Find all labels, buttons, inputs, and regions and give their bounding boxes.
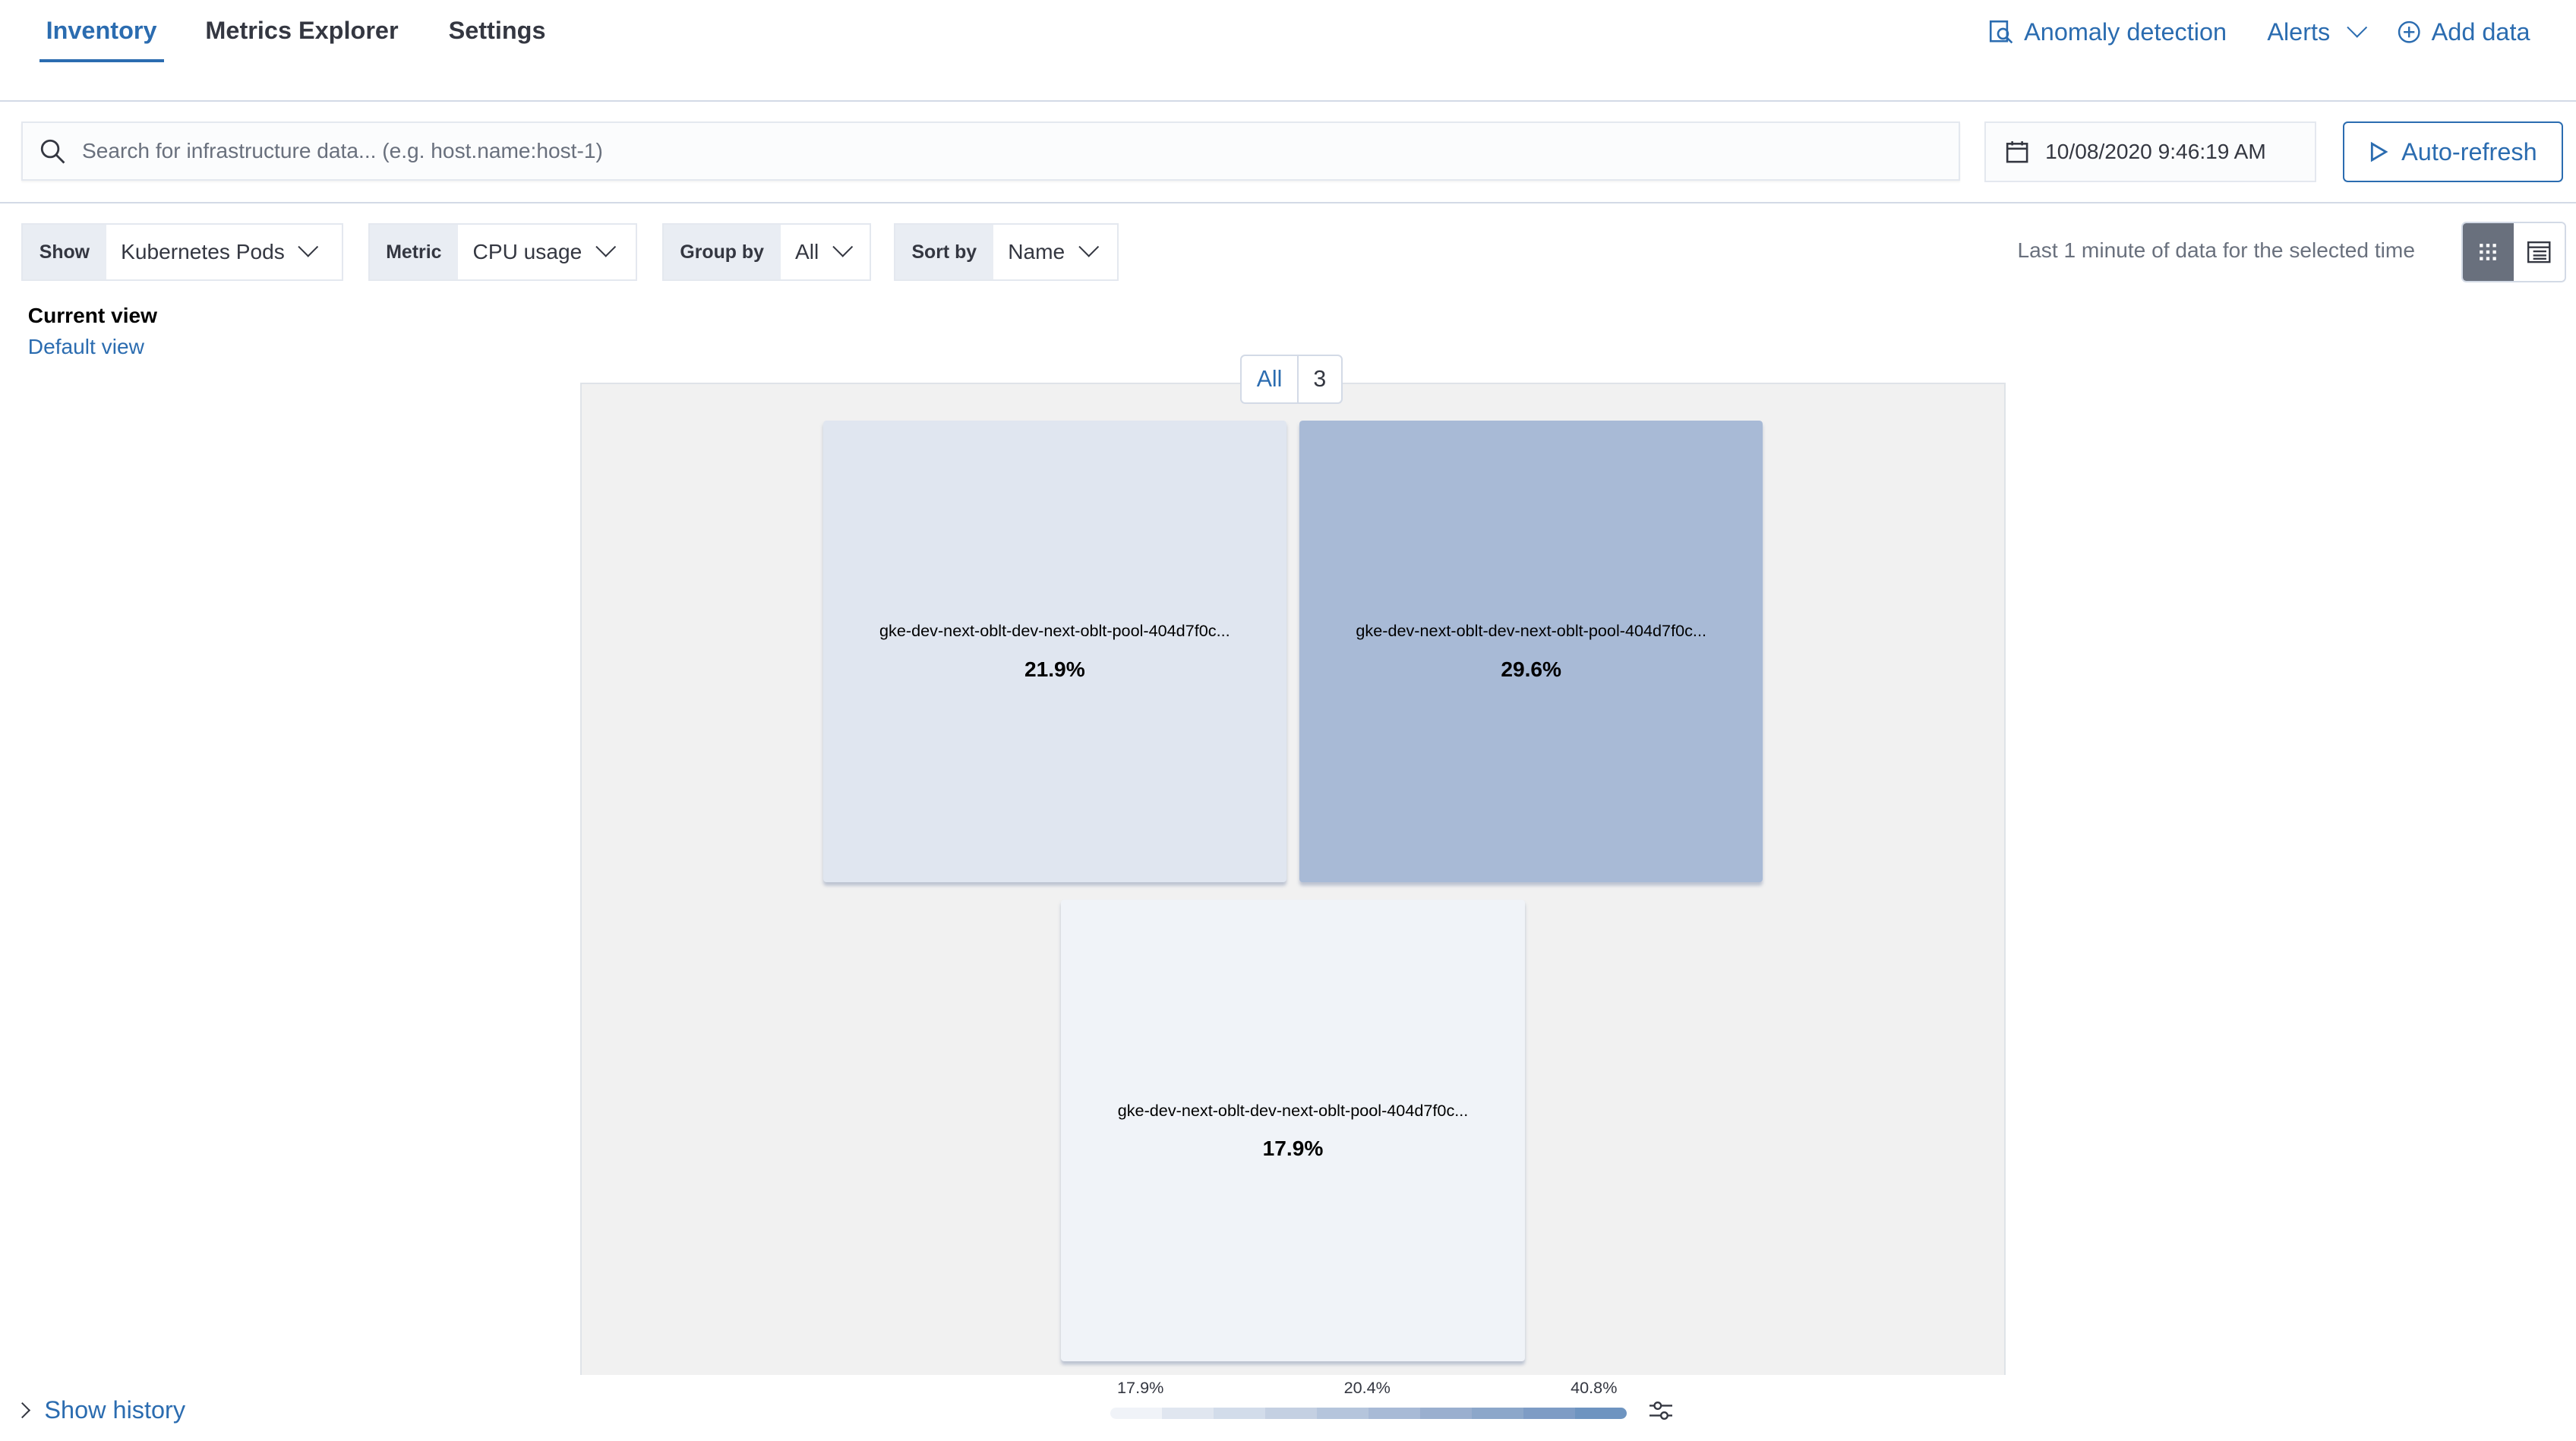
chevron-down-icon	[832, 237, 854, 258]
group-by-value-text: All	[795, 240, 819, 264]
show-history-label: Show history	[44, 1395, 186, 1424]
legend-step	[1265, 1407, 1318, 1420]
show-label: Show	[23, 225, 106, 279]
tab-settings[interactable]: Settings	[448, 16, 546, 44]
metric-label: Metric	[369, 225, 459, 279]
alerts-menu[interactable]: Alerts	[2267, 17, 2368, 46]
date-picker[interactable]: 10/08/2020 9:46:19 AM	[1984, 121, 2317, 183]
legend-step	[1574, 1407, 1627, 1420]
show-select[interactable]: Show Kubernetes Pods	[21, 223, 344, 281]
group-by-label: Group by	[663, 225, 781, 279]
legend-step	[1214, 1407, 1266, 1420]
group-by-value[interactable]: All	[781, 225, 867, 279]
legend-mid-label: 20.4%	[1343, 1378, 1391, 1397]
legend-max-label: 40.8%	[1571, 1378, 1618, 1397]
metric-value[interactable]: CPU usage	[458, 225, 630, 279]
search-bar[interactable]	[21, 121, 1960, 181]
add-data-label: Add data	[2431, 17, 2530, 46]
sort-by-select[interactable]: Sort by Name	[893, 223, 1119, 281]
pod-value: 29.6%	[1501, 657, 1562, 681]
alerts-label: Alerts	[2267, 17, 2331, 46]
legend-step	[1368, 1407, 1420, 1420]
pod-tile[interactable]: gke-dev-next-oblt-dev-next-oblt-pool-404…	[822, 420, 1286, 882]
table-view-button[interactable]	[2513, 223, 2565, 282]
sort-by-value[interactable]: Name	[993, 225, 1113, 279]
tab-inventory[interactable]: Inventory	[46, 16, 157, 44]
show-value[interactable]: Kubernetes Pods	[106, 225, 333, 279]
legend-settings-icon[interactable]	[1649, 1401, 1673, 1421]
active-tab-indicator	[39, 58, 165, 63]
pod-name: gke-dev-next-oblt-dev-next-oblt-pool-404…	[1356, 620, 1706, 640]
current-view-title: Current view	[27, 304, 158, 328]
chevron-down-icon	[2347, 17, 2368, 38]
anomaly-label: Anomaly detection	[2024, 17, 2227, 46]
group-badge[interactable]: All 3	[1240, 355, 1343, 405]
chevron-down-icon	[298, 237, 319, 258]
legend-min-label: 17.9%	[1117, 1378, 1164, 1397]
pod-value: 17.9%	[1262, 1137, 1324, 1161]
auto-refresh-label: Auto-refresh	[2401, 137, 2537, 166]
pod-name: gke-dev-next-oblt-dev-next-oblt-pool-404…	[879, 620, 1230, 640]
sort-by-label: Sort by	[895, 225, 993, 279]
auto-refresh-button[interactable]: Auto-refresh	[2342, 121, 2563, 183]
pod-name: gke-dev-next-oblt-dev-next-oblt-pool-404…	[1117, 1100, 1469, 1120]
legend-step	[1317, 1407, 1368, 1420]
anomaly-icon	[1989, 20, 2012, 44]
calendar-icon	[2006, 141, 2028, 163]
group-label: All	[1242, 356, 1299, 403]
play-icon	[2370, 141, 2388, 162]
tab-metrics-explorer[interactable]: Metrics Explorer	[205, 16, 399, 44]
chevron-down-icon	[595, 237, 617, 258]
view-toggle	[2461, 222, 2566, 283]
search-icon	[40, 139, 65, 164]
color-legend	[1110, 1407, 1627, 1420]
map-view-button[interactable]	[2462, 223, 2514, 282]
divider	[0, 202, 2576, 204]
divider	[0, 99, 2576, 102]
metric-select[interactable]: Metric CPU usage	[368, 223, 638, 281]
sort-by-value-text: Name	[1008, 240, 1065, 264]
group-count: 3	[1313, 366, 1327, 392]
default-view-link[interactable]: Default view	[27, 335, 144, 359]
legend-step	[1162, 1407, 1214, 1420]
search-input[interactable]	[81, 139, 1959, 164]
chevron-right-icon	[14, 1402, 30, 1418]
data-range-note: Last 1 minute of data for the selected t…	[2017, 238, 2415, 262]
pod-tile[interactable]: gke-dev-next-oblt-dev-next-oblt-pool-404…	[1299, 420, 1763, 882]
pod-tile[interactable]: gke-dev-next-oblt-dev-next-oblt-pool-404…	[1061, 900, 1525, 1362]
legend-step	[1110, 1407, 1163, 1420]
show-history-toggle[interactable]: Show history	[14, 1395, 186, 1424]
group-by-select[interactable]: Group by All	[661, 223, 871, 281]
anomaly-detection-link[interactable]: Anomaly detection	[1988, 18, 2227, 46]
grid-icon	[2480, 244, 2496, 260]
table-icon	[2527, 241, 2551, 263]
legend-step	[1471, 1407, 1523, 1420]
pod-value: 21.9%	[1024, 657, 1085, 681]
chevron-down-icon	[1078, 237, 1100, 258]
metric-value-text: CPU usage	[472, 240, 582, 264]
legend-step	[1419, 1407, 1472, 1420]
plus-circle-icon	[2398, 20, 2420, 43]
show-value-text: Kubernetes Pods	[121, 240, 285, 264]
date-value: 10/08/2020 9:46:19 AM	[2045, 140, 2266, 164]
add-data-link[interactable]: Add data	[2397, 18, 2530, 46]
legend-step	[1523, 1407, 1575, 1420]
